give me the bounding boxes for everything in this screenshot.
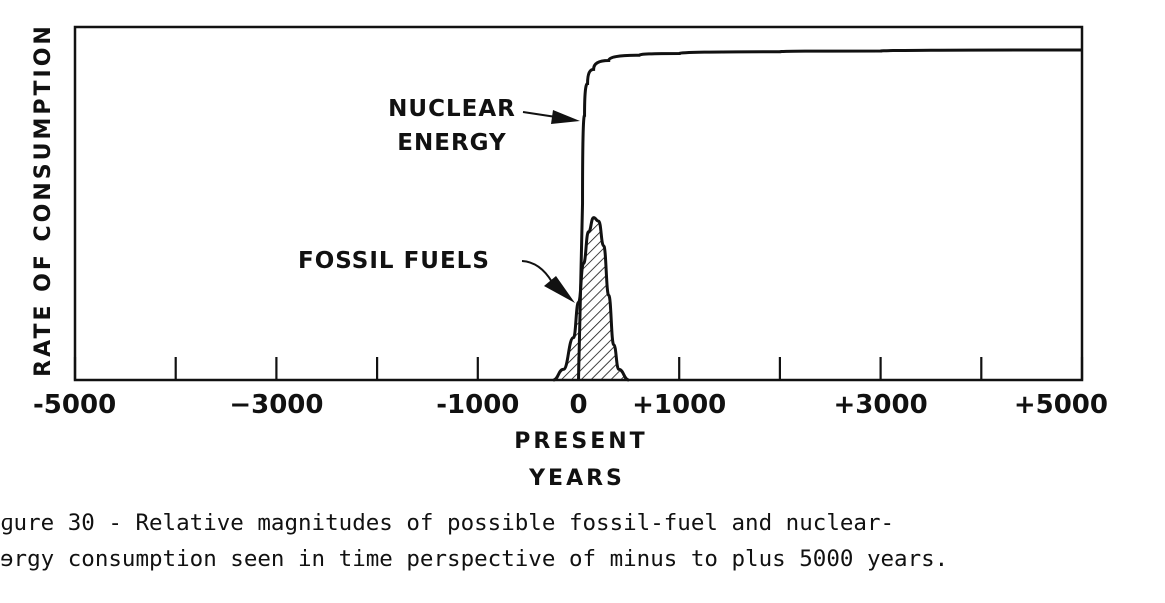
x-tick-label: +3000 — [834, 390, 928, 420]
fossil-arrow-shaft — [521, 260, 553, 283]
nuclear-arrow-shaft — [522, 111, 557, 118]
x-axis-ticks — [73, 357, 1084, 380]
nuclear-energy-curve — [577, 48, 1083, 381]
x-axis-tick-labels: -5000 −3000 -1000 0 +1000 +3000 +5000 — [33, 390, 1108, 420]
nuclear-arrow-head — [551, 110, 580, 124]
x-tick-label: 0 — [569, 390, 587, 420]
x-tick-label: −3000 — [229, 390, 323, 420]
fossil-fuels-label: FOSSIL FUELS — [298, 248, 490, 274]
figure-caption-line-2: ɘrgy consumption seen in time perspectiv… — [0, 546, 949, 572]
x-axis-title: YEARS — [528, 466, 625, 491]
x-tick-label: -5000 — [33, 390, 116, 420]
y-axis-title: RATE OF CONSUMPTION — [31, 23, 56, 377]
figure-caption-line-1: ɡure 30 - Relative magnitudes of possibl… — [0, 510, 895, 536]
present-label: PRESENT — [514, 429, 647, 454]
fossil-fuels-curve — [552, 216, 630, 382]
x-tick-label: +1000 — [632, 390, 726, 420]
series-layer — [552, 48, 1083, 382]
nuclear-energy-label: NUCLEAR — [388, 96, 516, 122]
x-tick-label: +5000 — [1014, 390, 1108, 420]
chart: -5000 −3000 -1000 0 +1000 +3000 +5000 NUCLEAR E… — [31, 23, 1108, 491]
x-tick-label: -1000 — [436, 390, 519, 420]
fossil-arrow-head — [544, 276, 575, 303]
nuclear-energy-label: ENERGY — [397, 130, 506, 156]
annotations: NUCLEAR ENERGY FOSSIL FUELS — [298, 96, 580, 303]
